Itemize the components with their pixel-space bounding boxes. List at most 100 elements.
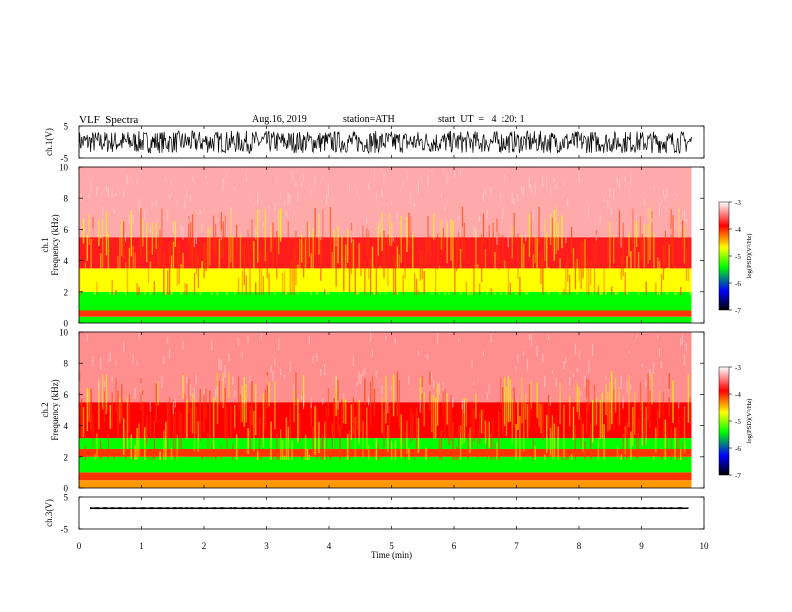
ch1-spectrogram-speckle xyxy=(511,192,513,203)
ch2-spectrogram-streak xyxy=(358,400,360,444)
ch1-spectrogram-streak xyxy=(136,283,138,295)
ch1-spectrogram-speckle xyxy=(149,228,151,234)
ch2-spectrogram-speckle xyxy=(132,354,134,364)
ch2-spectrogram-speckle xyxy=(272,371,274,381)
ch2-spectrogram-streak xyxy=(561,452,563,460)
ch2-spectrogram-streak xyxy=(597,438,600,460)
ch1-spectrogram-streak xyxy=(96,282,98,295)
ch1-spectrogram-speckle xyxy=(314,175,316,187)
ch1-spectrogram-speckle xyxy=(366,217,368,229)
ch1-spectrogram-streak xyxy=(111,279,113,295)
ch2-spectrogram-speckle xyxy=(322,398,324,405)
ch1-spectrogram-speckle xyxy=(651,217,653,223)
ch1-spectrogram-streak xyxy=(174,221,177,247)
ch2-spectrogram-streak xyxy=(685,451,688,460)
ch2-spectrogram-streak xyxy=(168,397,171,438)
ch1-spectrogram-streak xyxy=(574,262,577,290)
ch2-spectrogram-streak xyxy=(190,408,192,432)
ch2-spectrogram-streak xyxy=(662,392,665,437)
ch3-burst xyxy=(131,507,136,510)
ch1-spectrogram-streak xyxy=(586,256,588,295)
ch3-burst xyxy=(103,507,108,510)
ch2-spectrogram-streak xyxy=(268,381,270,407)
ch2-spectrogram-speckle xyxy=(371,349,373,357)
ch1-spectrogram-streak xyxy=(176,243,178,286)
ch3-burst xyxy=(436,507,440,510)
ch2-spectrogram-speckle xyxy=(588,360,590,374)
ch3-burst xyxy=(491,507,495,510)
ch1-spectrogram-streak xyxy=(538,206,540,245)
ch2-spectrogram-speckle xyxy=(234,390,236,398)
ch2-spectrogram-streak xyxy=(676,427,678,460)
ch1-spectrogram-streak xyxy=(572,248,575,292)
ch1-spectrogram-streak xyxy=(337,225,339,264)
ch2-spectrogram-streak xyxy=(109,405,111,429)
ch2-spectrogram-streak xyxy=(167,403,169,455)
ch1-spectrogram-streak xyxy=(163,254,165,295)
ch1-colorbar-tick-label: -7 xyxy=(735,307,741,315)
ch1-spectrogram-ytick-label: 6 xyxy=(64,225,69,235)
ch2-spectrogram-streak xyxy=(593,385,596,427)
ch1-spectrogram-speckle xyxy=(308,231,310,237)
ch1-spectrogram-streak xyxy=(429,235,431,266)
ch2-spectrogram-streak xyxy=(620,454,623,460)
ch1-spectrogram-streak xyxy=(226,285,228,295)
ch3-burst xyxy=(484,507,489,510)
ch2-spectrogram-speckle xyxy=(536,345,538,357)
ch2-spectrogram-streak xyxy=(613,388,615,431)
ch3-burst xyxy=(118,507,122,510)
ch2-spectrogram-streak xyxy=(115,378,117,413)
ch1-spectrogram-speckle xyxy=(155,199,157,208)
ch1-spectrogram-streak xyxy=(331,252,333,276)
ch1-spectrogram-streak xyxy=(103,236,106,268)
ch1-spectrogram-speckle xyxy=(279,193,282,198)
ch1-spectrogram-speckle xyxy=(521,185,523,194)
ch2-spectrogram-streak xyxy=(111,392,113,428)
ch1-spectrogram-streak xyxy=(404,244,406,279)
ch2-spectrogram-streak xyxy=(618,387,621,426)
ch2-spectrogram-streak xyxy=(574,425,577,460)
ch1-spectrogram-streak xyxy=(578,244,580,281)
ch1-spectrogram-streak xyxy=(457,232,460,259)
ch1-spectrogram-streak xyxy=(396,246,399,295)
ch2-spectrogram-speckle xyxy=(218,357,220,371)
ch1-spectrogram-streak xyxy=(524,277,527,295)
ch2-spectrogram-streak xyxy=(253,410,255,451)
ch3-burst xyxy=(499,507,503,510)
ch1-spectrogram-streak xyxy=(299,239,301,274)
ch2-spectrogram-streak xyxy=(530,380,533,410)
ch2-spectrogram-speckle xyxy=(555,377,557,387)
ch1-spectrogram-streak xyxy=(316,280,318,295)
ch1-spectrogram-streak xyxy=(373,269,376,295)
ch1-spectrogram-speckle xyxy=(635,213,638,218)
ch2-spectrogram-speckle xyxy=(394,337,396,344)
ch1-spectrogram-streak xyxy=(637,252,640,295)
ch1-spectrogram-speckle xyxy=(115,193,117,197)
ch2-spectrogram-streak xyxy=(218,380,221,405)
ch2-spectrogram-speckle xyxy=(542,354,544,363)
ch1-colorbar-label: log(PSD)(V²/Hz) xyxy=(746,234,753,279)
ch1-spectrogram-streak xyxy=(494,251,496,295)
ch1-spectrogram-streak xyxy=(101,218,104,268)
ch3-burst xyxy=(412,507,418,510)
ch1-spectrogram-streak xyxy=(98,220,100,246)
ch1-spectrogram-streak xyxy=(390,222,393,247)
ch2-spectrogram-speckle xyxy=(482,351,485,357)
ch1-spectrogram-streak xyxy=(511,225,513,259)
ch1-spectrogram-streak xyxy=(591,269,594,295)
ch1-spectrogram-streak xyxy=(142,218,144,247)
ch2-spectrogram-speckle xyxy=(421,387,423,394)
ch3-burst xyxy=(110,507,115,510)
ch1-spectrogram-speckle xyxy=(138,199,140,212)
ch1-spectrogram-streak xyxy=(456,240,458,272)
ch2-spectrogram-speckle xyxy=(123,341,125,353)
ch3-burst xyxy=(478,507,482,510)
ch2-spectrogram-streak xyxy=(415,407,418,455)
ch1-spectrogram-streak xyxy=(498,232,500,271)
ch2-spectrogram-speckle xyxy=(134,388,136,400)
ch1-spectrogram-streak xyxy=(611,286,613,295)
ch2-spectrogram-speckle xyxy=(517,354,519,363)
ch1-spectrogram-streak xyxy=(505,287,508,295)
ch1-spectrogram-speckle xyxy=(459,169,462,177)
ch2-spectrogram-streak xyxy=(614,377,617,413)
